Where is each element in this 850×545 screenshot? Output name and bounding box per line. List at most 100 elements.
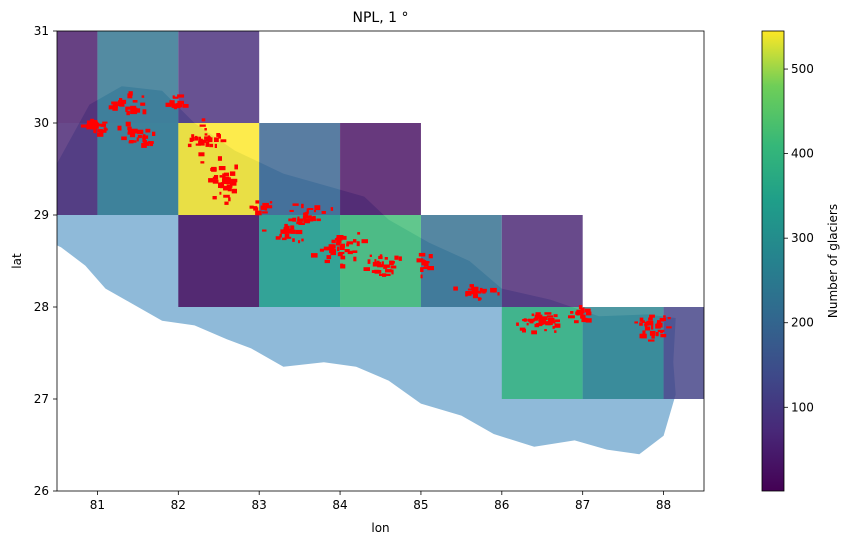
glacier-point <box>142 135 149 139</box>
glacier-point <box>187 143 192 148</box>
glacier-point <box>336 239 342 244</box>
glacier-point <box>97 132 104 137</box>
glacier-point <box>339 235 343 241</box>
glacier-point <box>534 323 539 328</box>
glacier-point <box>535 312 541 315</box>
glacier-point <box>262 211 268 214</box>
glacier-point <box>328 244 335 249</box>
glacier-point <box>284 223 288 228</box>
glacier-point <box>214 175 219 180</box>
glacier-point <box>260 205 266 210</box>
glacier-point <box>346 243 350 247</box>
heatmap-cell <box>178 31 260 123</box>
glacier-point <box>383 265 388 269</box>
glacier-point <box>476 290 482 294</box>
glacier-point <box>326 255 332 260</box>
glacier-point <box>111 101 118 105</box>
y-tick-label: 28 <box>34 300 49 314</box>
glacier-point <box>378 255 383 260</box>
glacier-point <box>292 203 299 206</box>
x-tick-label: 82 <box>171 498 186 512</box>
glacier-point <box>649 314 655 318</box>
glacier-point <box>570 311 574 314</box>
glacier-point <box>292 238 295 242</box>
glacier-point <box>119 98 123 101</box>
glacier-point <box>340 255 346 260</box>
glacier-point <box>126 110 130 116</box>
y-axis-ticks: 26 27 28 29 30 31 <box>34 24 57 498</box>
glacier-point <box>250 206 258 209</box>
glacier-point <box>132 100 138 103</box>
glacier-point <box>275 236 281 240</box>
glacier-point <box>125 121 131 127</box>
glacier-point <box>228 197 231 202</box>
heatmap-cell <box>57 123 98 215</box>
glacier-point <box>356 241 360 247</box>
glacier-point <box>427 266 434 271</box>
glacier-point <box>374 270 382 274</box>
glacier-point <box>544 312 552 315</box>
glacier-point <box>117 125 122 131</box>
glacier-point <box>177 94 185 98</box>
glacier-point <box>586 311 592 316</box>
glacier-point <box>231 188 237 194</box>
glacier-point <box>428 254 433 259</box>
glacier-point <box>222 175 225 180</box>
glacier-point <box>212 179 219 184</box>
glacier-point <box>308 218 314 222</box>
glacier-point <box>108 105 116 110</box>
plot-frame <box>56 30 705 492</box>
glacier-point <box>657 329 665 332</box>
glacier-point <box>90 118 95 123</box>
glacier-point <box>262 229 267 232</box>
glacier-point <box>223 185 229 191</box>
glacier-point <box>200 161 205 164</box>
glacier-point <box>644 326 651 331</box>
colorbar-tick-label: 100 <box>791 400 814 414</box>
glacier-point <box>165 102 171 107</box>
glacier-point <box>147 141 154 144</box>
glacier-point <box>140 102 146 106</box>
glacier-point <box>224 176 230 180</box>
glacier-point <box>527 318 535 322</box>
glacier-point <box>209 143 214 148</box>
glacier-point <box>217 156 222 161</box>
glacier-point <box>284 233 290 239</box>
glacier-point <box>585 318 592 323</box>
glacier-point <box>296 221 303 225</box>
glacier-point <box>100 123 106 127</box>
glacier-point <box>663 315 666 318</box>
glacier-point <box>145 128 151 133</box>
glacier-point <box>280 229 287 234</box>
glacier-point <box>102 121 108 124</box>
colorbar-tick-label: 300 <box>791 231 814 245</box>
glacier-point <box>574 320 579 324</box>
glacier-point <box>385 269 392 273</box>
glacier-point <box>545 321 551 326</box>
glacier-point <box>281 237 287 241</box>
glacier-point <box>353 256 357 262</box>
glacier-point <box>131 128 138 134</box>
glacier-point <box>201 118 206 122</box>
glacier-point <box>265 205 273 209</box>
heatmap-cell <box>178 215 260 307</box>
glacier-point <box>522 319 528 322</box>
glacier-point <box>297 218 304 222</box>
glacier-point <box>177 100 184 105</box>
glacier-point <box>516 322 519 326</box>
glacier-point <box>136 108 141 113</box>
glacier-point <box>472 293 478 299</box>
glacier-point <box>357 232 361 235</box>
glacier-point <box>422 260 425 265</box>
glacier-point <box>125 106 131 110</box>
glacier-point <box>198 140 205 146</box>
glacier-point <box>639 317 644 322</box>
glacier-point <box>222 173 226 178</box>
glacier-point <box>172 96 179 99</box>
x-tick-label: 84 <box>332 498 347 512</box>
glacier-point <box>519 327 526 331</box>
glacier-point <box>344 249 350 253</box>
glacier-point <box>479 297 482 300</box>
glacier-point <box>234 164 238 170</box>
glacier-point <box>333 244 336 249</box>
